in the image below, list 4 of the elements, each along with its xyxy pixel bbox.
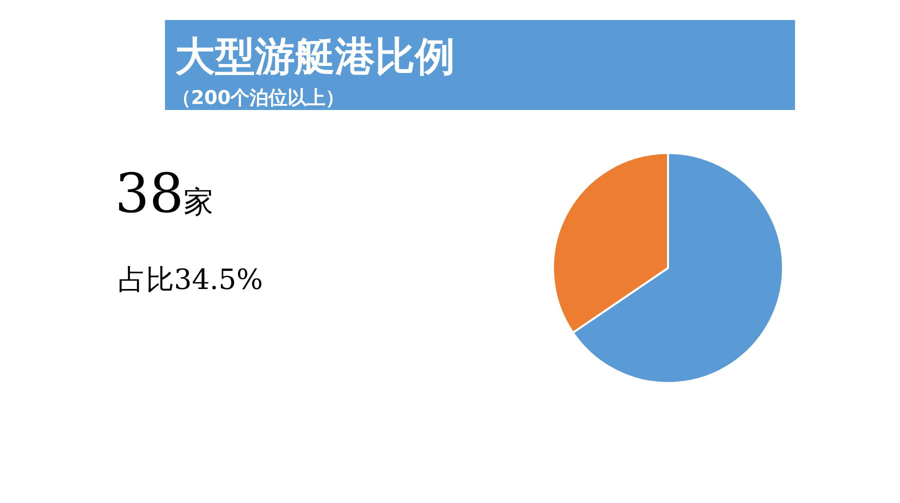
chart-title: 大型游艇港比例 [175,34,455,80]
text: 占比34.5% [118,263,263,296]
text: 38家 [115,162,214,225]
text: （200个泊位以上） [172,87,345,109]
